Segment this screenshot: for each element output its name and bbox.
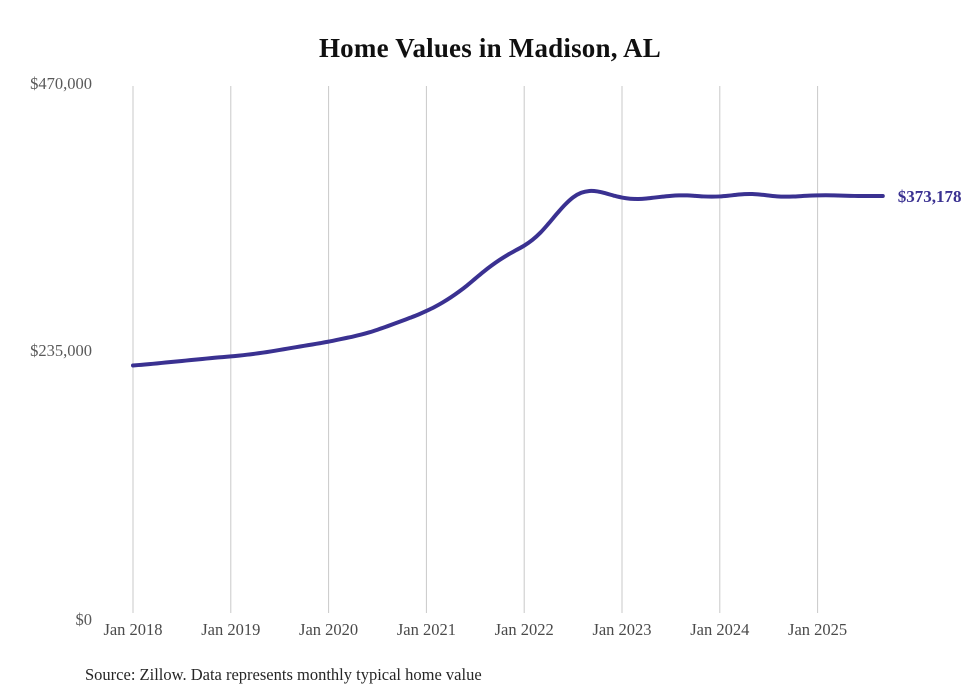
x-axis-tick-label: Jan 2025 xyxy=(788,620,848,639)
x-axis-tick-label: Jan 2024 xyxy=(690,620,750,639)
y-axis-tick-label-mid: $235,000 xyxy=(30,341,92,360)
gridlines xyxy=(132,86,819,613)
x-axis-tick-label: Jan 2018 xyxy=(103,620,163,639)
x-axis-tick-label: Jan 2021 xyxy=(396,620,456,639)
chart-title: Home Values in Madison, AL xyxy=(318,33,662,63)
y-axis-tick-label-zero: $0 xyxy=(75,610,93,629)
x-axis-tick-label: Jan 2022 xyxy=(494,620,554,639)
x-axis-tick-label: Jan 2019 xyxy=(201,620,261,639)
value-line-series xyxy=(131,188,885,368)
y-axis-tick-label-top: $470,000 xyxy=(30,74,92,93)
x-axis-tick-label: Jan 2023 xyxy=(592,620,652,639)
x-axis-tick-label: Jan 2020 xyxy=(299,620,359,639)
source-note: Source: Zillow. Data represents monthly … xyxy=(85,665,482,684)
end-value-label: $373,178 xyxy=(897,187,962,206)
